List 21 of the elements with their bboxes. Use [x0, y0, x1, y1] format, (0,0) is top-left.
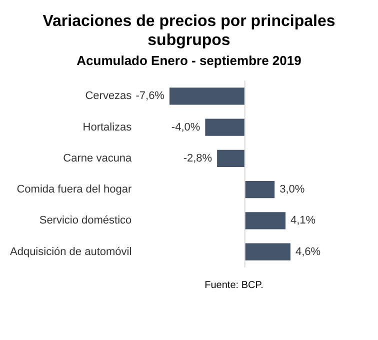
bar — [205, 118, 245, 136]
y-tick-label: Cervezas — [85, 90, 132, 102]
y-tick-label: Adquisición de automóvil — [10, 246, 132, 258]
bar — [244, 243, 290, 260]
data-label: -2,8% — [183, 152, 212, 164]
data-label: -4,0% — [171, 121, 200, 134]
data-label: 3,0% — [280, 184, 305, 196]
bar — [217, 150, 245, 167]
data-label: 4,1% — [290, 214, 316, 227]
data-label: -7,6% — [136, 90, 165, 102]
y-tick-label: Hortalizas — [82, 121, 132, 134]
source-note: Fuente: BCP. — [204, 280, 264, 291]
y-tick-label: Carne vacuna — [63, 152, 133, 164]
chart-subtitle: Acumulado Enero - septiembre 2019 — [76, 53, 302, 68]
y-tick-label: Comida fuera del hogar — [16, 184, 132, 196]
y-tick-label: Servicio doméstico — [39, 214, 132, 227]
bar — [244, 181, 275, 198]
bar — [244, 212, 286, 230]
chart-title: Variaciones de precios por principales subgrupos — [42, 12, 336, 50]
bar — [169, 88, 245, 105]
data-label: 4,6% — [295, 246, 321, 258]
